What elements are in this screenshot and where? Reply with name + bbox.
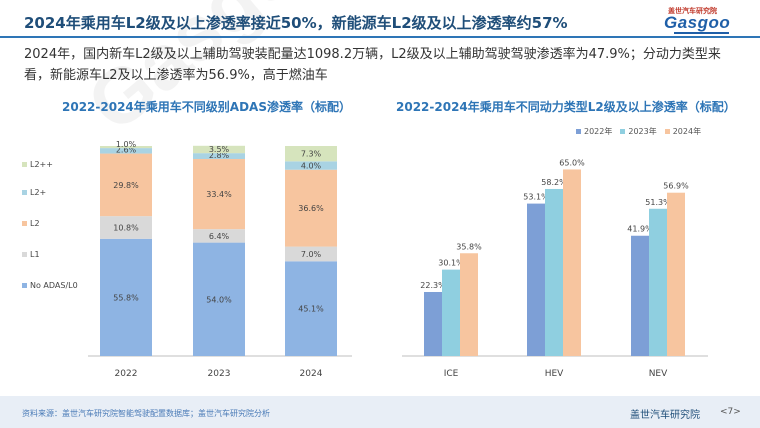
powertrain-chart-title: 2022-2024年乘用车不同动力类型L2级及以上渗透率（标配） xyxy=(396,100,736,114)
gasgoo-logo: 盖世汽车研究院 Gasgoo xyxy=(646,6,746,36)
adas-legend-item: No ADAS/L0 xyxy=(22,281,78,290)
powertrain-legend-item: 2023年 xyxy=(620,127,657,136)
adas-data-label: 7.0% xyxy=(301,250,322,259)
legend-swatch xyxy=(22,221,27,226)
adas-x-tick-label: 2024 xyxy=(300,369,323,379)
adas-bar-segment xyxy=(100,153,152,217)
powertrain-bar xyxy=(545,188,563,356)
legend-swatch xyxy=(620,129,626,134)
adas-bar-segment xyxy=(100,146,152,149)
powertrain-legend-item: 2022年 xyxy=(576,127,612,136)
adas-bar-segment xyxy=(285,146,337,162)
powertrain-data-label: 56.9% xyxy=(663,182,689,191)
adas-data-label: 45.1% xyxy=(298,305,324,314)
legend-swatch xyxy=(22,190,27,195)
powertrain-bar xyxy=(649,208,667,356)
footer-org-name: 盖世汽车研究院 xyxy=(630,410,700,421)
adas-data-label: 2.6% xyxy=(116,146,137,155)
powertrain-bar xyxy=(442,269,460,356)
powertrain-x-tick-label: HEV xyxy=(545,369,564,379)
adas-bar-segment xyxy=(193,159,245,230)
adas-data-label: 1.0% xyxy=(116,140,137,149)
adas-bar-segment xyxy=(285,161,337,170)
adas-data-label: 54.0% xyxy=(206,295,232,304)
legend-swatch xyxy=(22,162,27,167)
adas-x-tick-label: 2023 xyxy=(208,369,231,379)
adas-data-label: 7.3% xyxy=(301,150,322,159)
adas-x-tick-label: 2022 xyxy=(115,369,138,379)
powertrain-bar xyxy=(527,203,545,356)
legend-label: L2++ xyxy=(30,160,53,169)
adas-bar-segment xyxy=(100,216,152,239)
powertrain-bar xyxy=(631,235,649,356)
powertrain-data-label: 41.9% xyxy=(627,225,653,234)
powertrain-chart-legend: 2022年 2023年 2024年 xyxy=(576,126,709,137)
adas-chart-title: 2022-2024年乘用车不同级别ADAS渗透率（标配） xyxy=(62,100,351,114)
legend-swatch xyxy=(576,129,581,134)
summary-text: 2024年，国内新车L2级及以上辅助驾驶装配量达1098.2万辆，L2级及以上辅… xyxy=(24,47,721,83)
powertrain-legend-item: 2024年 xyxy=(664,127,702,136)
adas-bar-segment xyxy=(193,145,245,154)
adas-data-label: 2.8% xyxy=(209,151,230,160)
adas-bar-segment xyxy=(100,148,152,154)
powertrain-x-tick-label: NEV xyxy=(649,369,668,379)
powertrain-data-label: 30.1% xyxy=(438,259,464,268)
page-title: 2024年乘用车L2级及以上渗透率接近50%，新能源车L2级及以上渗透率约57% xyxy=(24,14,568,32)
adas-data-label: 36.6% xyxy=(298,204,324,213)
adas-data-label: 4.0% xyxy=(301,162,322,171)
adas-bar-segment xyxy=(193,242,245,356)
powertrain-bar xyxy=(460,253,478,356)
adas-bar-segment xyxy=(285,261,337,356)
adas-data-label: 3.5% xyxy=(209,145,230,154)
adas-bar-segment xyxy=(285,169,337,247)
powertrain-data-label: 22.3% xyxy=(420,281,446,290)
legend-swatch xyxy=(22,252,27,257)
legend-swatch xyxy=(664,129,670,134)
adas-data-label: 33.4% xyxy=(206,190,232,199)
adas-legend-item: L2 xyxy=(22,219,40,228)
adas-data-label: 10.8% xyxy=(113,223,139,232)
adas-bar-segment xyxy=(100,238,152,356)
legend-label: L2+ xyxy=(30,188,47,197)
legend-label: No ADAS/L0 xyxy=(30,281,78,290)
adas-bar-segment xyxy=(193,229,245,243)
powertrain-data-label: 65.0% xyxy=(559,158,585,167)
powertrain-x-tick-label: ICE xyxy=(444,369,459,379)
page-number: <7> xyxy=(720,407,741,417)
powertrain-data-label: 51.3% xyxy=(645,198,671,207)
powertrain-bar xyxy=(424,291,442,356)
adas-legend-item: L1 xyxy=(22,250,40,259)
powertrain-bar xyxy=(563,169,581,356)
logo-caption: 盖世汽车研究院 xyxy=(668,7,717,15)
logo-wordmark: Gasgoo xyxy=(664,13,731,32)
legend-swatch xyxy=(22,283,27,288)
powertrain-data-label: 58.2% xyxy=(541,178,567,187)
footer-source: 资料来源：盖世汽车研究院智能驾驶配置数据库；盖世汽车研究院分析 xyxy=(22,409,270,418)
adas-data-label: 55.8% xyxy=(113,293,139,302)
adas-bar-segment xyxy=(285,246,337,262)
legend-label: L1 xyxy=(30,250,40,259)
adas-data-label: 29.8% xyxy=(113,181,139,190)
adas-data-label: 6.4% xyxy=(209,232,230,241)
legend-label: 2022年 xyxy=(584,127,613,136)
footer-bar xyxy=(0,396,760,428)
powertrain-data-label: 53.1% xyxy=(523,193,549,202)
legend-label: L2 xyxy=(30,219,40,228)
logo-underline xyxy=(674,32,729,34)
legend-label: 2024年 xyxy=(672,127,702,136)
adas-legend-item: L2+ xyxy=(22,188,46,197)
powertrain-bar xyxy=(667,192,685,356)
powertrain-data-label: 35.8% xyxy=(456,242,482,251)
adas-legend-item: L2++ xyxy=(22,160,53,169)
legend-label: 2023年 xyxy=(628,127,657,136)
title-divider xyxy=(0,36,760,38)
adas-bar-segment xyxy=(193,153,245,160)
